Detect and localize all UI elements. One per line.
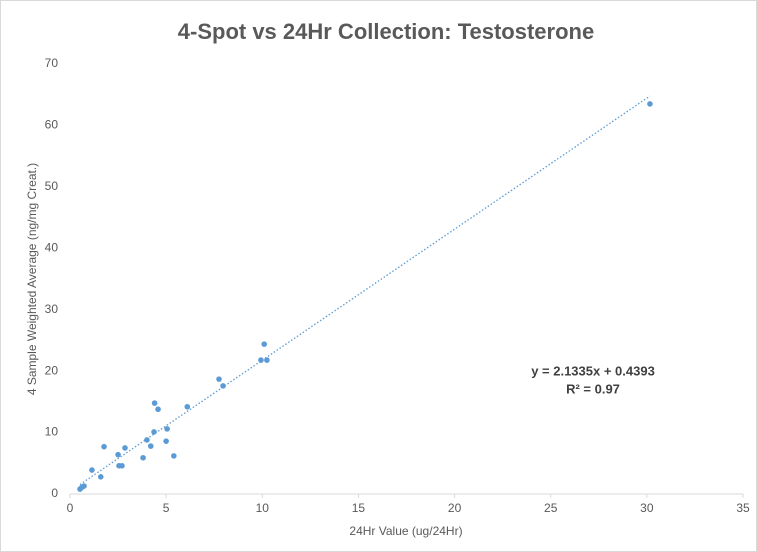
y-tick-label: 50 (45, 179, 59, 193)
data-point (101, 443, 107, 450)
data-point (258, 357, 264, 363)
trendline-equation: y = 2.1335x + 0.4393 (531, 363, 655, 378)
data-point (164, 426, 170, 432)
data-point (163, 438, 169, 444)
x-axis-title: 24Hr Value (ug/24Hr) (349, 524, 462, 538)
x-tick-label: 0 (67, 501, 74, 515)
x-tick-label: 20 (448, 501, 462, 515)
data-point (122, 445, 128, 451)
data-point (140, 454, 146, 461)
data-point (151, 400, 158, 406)
r-squared: R² = 0.97 (566, 381, 620, 396)
data-point (220, 383, 226, 389)
data-point (184, 403, 191, 410)
x-tick-label: 15 (352, 501, 366, 515)
data-point (261, 341, 268, 347)
data-point (81, 483, 87, 489)
y-tick-label: 40 (45, 240, 59, 254)
data-point (119, 462, 125, 469)
y-tick-label: 10 (45, 425, 59, 439)
data-point (97, 474, 104, 480)
x-tick-label: 35 (736, 501, 750, 515)
x-tick-label: 30 (640, 501, 654, 515)
y-tick-label: 60 (45, 118, 59, 132)
data-point (147, 443, 154, 449)
data-point (151, 429, 157, 435)
trendline (79, 95, 651, 486)
y-tick-label: 30 (45, 302, 59, 316)
x-tick-label: 10 (256, 501, 270, 515)
data-point (216, 376, 222, 382)
data-point (144, 437, 150, 443)
chart-title: 4-Spot vs 24Hr Collection: Testosterone (178, 19, 594, 44)
data-point (171, 453, 177, 459)
x-tick-label: 25 (544, 501, 558, 515)
data-point (115, 451, 121, 458)
data-point (89, 467, 95, 473)
x-tick-label: 5 (163, 501, 170, 515)
y-tick-label: 70 (45, 56, 59, 70)
data-point (155, 406, 161, 413)
y-axis-title: 4 Sample Weighted Average (ng/mg Creat.) (25, 163, 39, 395)
y-tick-label: 20 (45, 363, 59, 377)
data-point (264, 357, 270, 363)
y-tick-label: 0 (51, 486, 58, 500)
data-point (647, 101, 653, 107)
